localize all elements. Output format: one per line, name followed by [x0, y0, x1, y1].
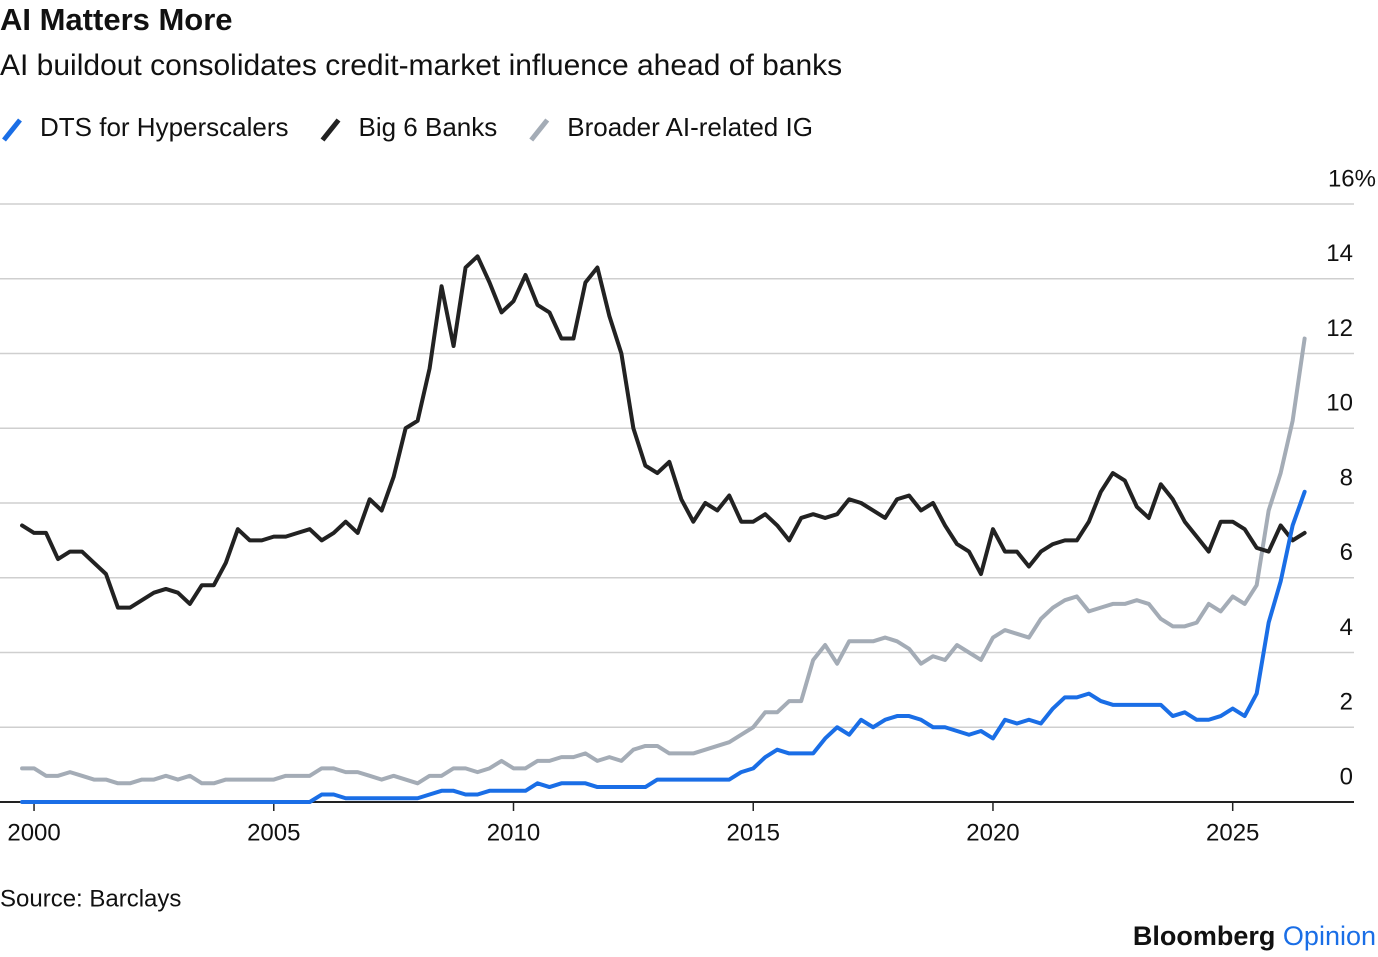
- legend-marker: [320, 118, 341, 142]
- y-tick-label: 14: [1326, 240, 1353, 267]
- y-tick-label: 10: [1326, 390, 1353, 417]
- y-tick-label: 8: [1340, 464, 1353, 491]
- legend-marker: [529, 118, 550, 142]
- series-line: [20, 489, 1307, 804]
- x-tick-label: 2010: [487, 819, 540, 846]
- chart-subtitle: AI buildout consolidates credit-market i…: [0, 49, 842, 82]
- y-tick-label: 6: [1340, 539, 1353, 566]
- legend-label: Broader AI-related IG: [567, 112, 813, 142]
- legend-label: Big 6 Banks: [359, 112, 498, 142]
- brand: Bloomberg Opinion: [1133, 921, 1376, 951]
- brand-name: Bloomberg: [1133, 921, 1276, 951]
- brand-section: Opinion: [1283, 921, 1376, 951]
- series-line: [20, 336, 1307, 786]
- legend-label: DTS for Hyperscalers: [40, 112, 289, 142]
- y-tick-label: 16%: [1328, 165, 1376, 192]
- y-tick-label: 4: [1340, 614, 1353, 641]
- x-tick-label: 2020: [966, 819, 1019, 846]
- y-tick-label: 2: [1340, 689, 1353, 716]
- y-tick-label: 12: [1326, 315, 1353, 342]
- y-tick-label: 0: [1340, 763, 1353, 790]
- chart-title: AI Matters More: [0, 2, 233, 37]
- x-tick-label: 2025: [1206, 819, 1259, 846]
- series-line: [20, 254, 1307, 610]
- source: Source: Barclays: [0, 885, 181, 912]
- x-tick-label: 2015: [727, 819, 780, 846]
- legend-marker: [2, 118, 22, 142]
- x-tick-label: 2005: [247, 819, 300, 846]
- x-tick-label: 2000: [7, 819, 60, 846]
